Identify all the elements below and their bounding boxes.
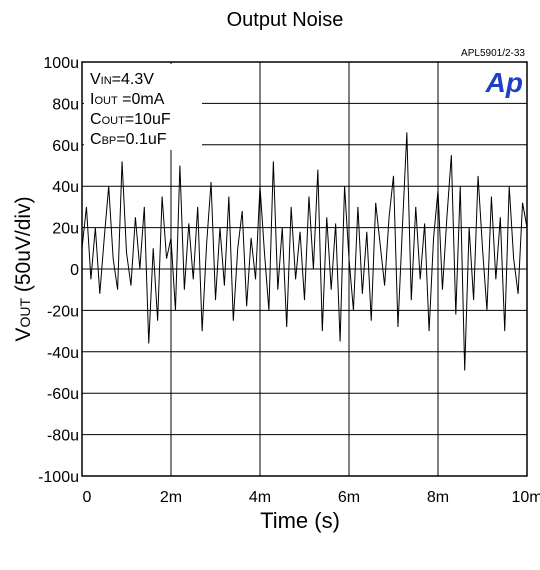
x-tick-label: 2m — [160, 489, 182, 506]
y-axis-label: VOUT (50uV/div) — [12, 196, 35, 341]
y-tick-label: -60u — [47, 386, 79, 403]
y-tick-label: 100u — [43, 55, 79, 72]
conditions-box — [84, 64, 202, 150]
x-tick-label: 4m — [249, 489, 271, 506]
condition-subscript: BP — [102, 135, 117, 147]
condition-value: =0mA — [118, 91, 165, 108]
condition-symbol: I — [90, 91, 94, 108]
y-axis-label-subscript: OUT — [17, 298, 33, 328]
y-tick-label: 40u — [52, 179, 79, 196]
y-tick-label: -40u — [47, 345, 79, 362]
x-axis-label: Time (s) — [260, 508, 340, 533]
condition-subscript: OUT — [102, 115, 126, 127]
x-tick-label: 6m — [338, 489, 360, 506]
y-tick-label: 20u — [52, 221, 79, 238]
y-tick-label: 60u — [52, 138, 79, 155]
y-tick-label: -80u — [47, 428, 79, 445]
y-tick-label: 0 — [70, 262, 79, 279]
y-axis-label-symbol: V — [12, 328, 35, 342]
chart-title: Output Noise — [227, 9, 344, 31]
condition: VIN=4.3V — [90, 71, 154, 88]
condition-value: =10uF — [125, 111, 171, 128]
plot-frame — [81, 61, 528, 477]
y-tick-label: -20u — [47, 303, 79, 320]
condition: COUT=10uF — [90, 111, 171, 128]
x-tick-label: 8m — [427, 489, 449, 506]
y-axis-label-unit: (50uV/div) — [12, 196, 35, 298]
y-tick-label: 80u — [52, 96, 79, 113]
x-tick-label: 10m — [511, 489, 540, 506]
condition-subscript: IN — [101, 75, 112, 87]
x-tick-label: 0 — [83, 489, 92, 506]
part-number: APL5901/2-33 — [461, 48, 525, 59]
condition-symbol: C — [90, 131, 102, 148]
logo: Ap — [485, 67, 523, 98]
y-tick-label: -100u — [38, 469, 79, 486]
condition-symbol: C — [90, 111, 102, 128]
condition: CBP=0.1uF — [90, 131, 167, 148]
condition-subscript: OUT — [94, 95, 118, 107]
noise-line — [81, 132, 528, 371]
condition-value: =0.1uF — [116, 131, 166, 148]
condition-symbol: V — [90, 71, 101, 88]
condition: IOUT =0mA — [90, 91, 165, 108]
condition-value: =4.3V — [112, 71, 155, 88]
